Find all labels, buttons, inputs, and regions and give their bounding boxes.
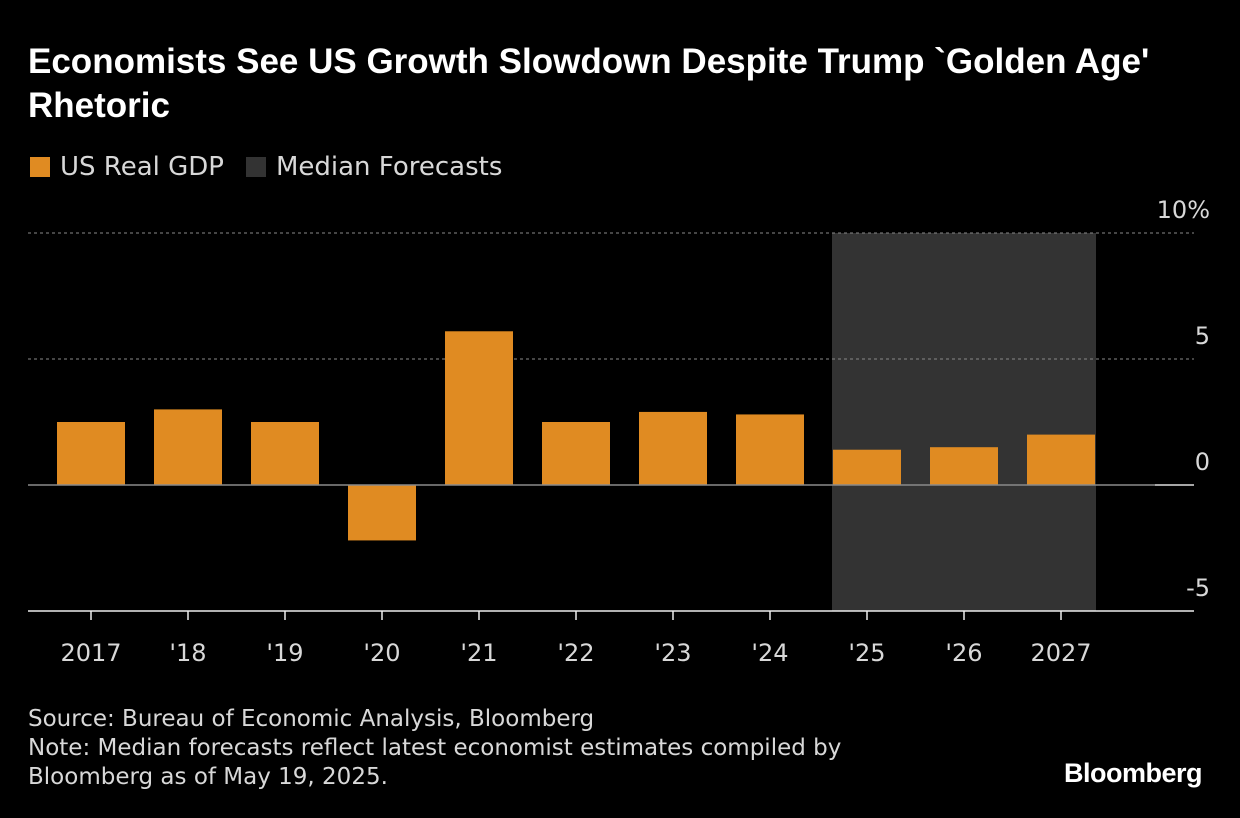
bar-2017 (57, 422, 125, 485)
note-text-line1: Note: Median forecasts reflect latest ec… (28, 735, 842, 761)
legend: US Real GDP Median Forecasts (30, 152, 524, 182)
x-tick-label: 2017 (60, 639, 121, 667)
x-tick-label: '21 (460, 639, 497, 667)
y-tick-label: 10% (1157, 196, 1210, 224)
x-tick-label: '26 (945, 639, 982, 667)
bar-20 (348, 485, 416, 541)
x-tick-label: '24 (751, 639, 788, 667)
note-text-line2: Bloomberg as of May 19, 2025. (28, 764, 388, 790)
y-tick-label: -5 (1186, 574, 1210, 602)
legend-label: US Real GDP (60, 152, 224, 182)
x-tick-label: '22 (557, 639, 594, 667)
x-tick-label: '23 (654, 639, 691, 667)
legend-label: Median Forecasts (275, 152, 503, 182)
source-text: Source: Bureau of Economic Analysis, Blo… (28, 706, 595, 732)
bar-21 (445, 331, 513, 485)
x-tick-label: '18 (169, 639, 206, 667)
legend-swatch-gdp (30, 157, 50, 177)
bloomberg-logo: Bloomberg (1063, 758, 1203, 788)
bar-22 (542, 422, 610, 485)
bar-26 (930, 447, 998, 485)
x-tick-label: '20 (363, 639, 400, 667)
bar-25 (833, 449, 901, 485)
bar-23 (639, 411, 707, 485)
forecast-shaded-region (832, 233, 1096, 611)
x-tick-label: 2027 (1030, 639, 1091, 667)
y-tick-label: 5 (1195, 322, 1210, 350)
chart-title: Economists See US Growth Slowdown Despit… (28, 42, 1150, 125)
bar-2027 (1027, 434, 1095, 485)
y-tick-label: 0 (1195, 448, 1210, 476)
bar-18 (154, 409, 222, 485)
legend-item-us-real-gdp: US Real GDP (30, 152, 224, 182)
x-tick-label: '19 (266, 639, 303, 667)
bar-19 (251, 422, 319, 485)
bar-24 (736, 414, 804, 485)
x-tick-label: '25 (848, 639, 885, 667)
legend-swatch-forecasts (245, 157, 266, 177)
legend-item-median-forecasts: Median Forecasts (245, 152, 503, 182)
